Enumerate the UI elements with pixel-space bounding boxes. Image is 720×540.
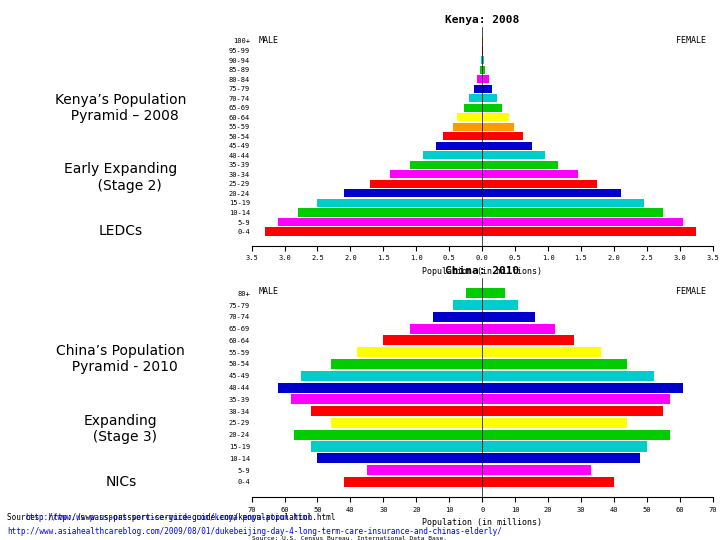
Bar xyxy=(482,180,598,188)
Bar xyxy=(482,382,683,393)
Bar xyxy=(466,288,482,298)
Bar xyxy=(357,347,482,357)
Bar xyxy=(482,371,654,381)
Bar xyxy=(480,65,482,73)
Text: LEDCs: LEDCs xyxy=(99,224,143,238)
Text: Kenya’s Population
  Pyramid – 2008: Kenya’s Population Pyramid – 2008 xyxy=(55,92,186,123)
Bar xyxy=(482,300,518,310)
X-axis label: Population (in millions): Population (in millions) xyxy=(422,267,542,276)
Text: FEMALE: FEMALE xyxy=(676,36,706,45)
Bar xyxy=(482,288,505,298)
Bar xyxy=(482,123,514,131)
Bar xyxy=(482,199,644,207)
Bar xyxy=(482,347,600,357)
Text: Expanding
  (Stage 3): Expanding (Stage 3) xyxy=(84,414,158,444)
Bar xyxy=(433,312,482,322)
Bar xyxy=(482,418,627,428)
Bar xyxy=(318,199,482,207)
Bar xyxy=(482,94,497,102)
Text: Source: U.S. Census Bureau, International Data Base.: Source: U.S. Census Bureau, Internationa… xyxy=(251,536,446,540)
Bar xyxy=(482,406,663,416)
Bar xyxy=(330,418,482,428)
Bar xyxy=(390,170,482,178)
Bar xyxy=(482,442,647,451)
Bar xyxy=(436,141,482,150)
Bar xyxy=(482,151,545,159)
Bar xyxy=(297,208,482,217)
Title: China: 2010: China: 2010 xyxy=(445,266,519,276)
Bar xyxy=(482,453,640,463)
Bar xyxy=(482,227,696,235)
Bar xyxy=(410,161,482,169)
Bar xyxy=(482,359,627,369)
Bar xyxy=(482,65,485,73)
Bar xyxy=(457,113,482,122)
Bar xyxy=(482,312,535,322)
Bar xyxy=(410,323,482,334)
Bar xyxy=(344,477,482,487)
Text: China’s Population
  Pyramid - 2010: China’s Population Pyramid - 2010 xyxy=(56,344,185,374)
Bar xyxy=(311,442,482,451)
Bar xyxy=(294,430,482,440)
Bar xyxy=(278,382,482,393)
Text: http://www.asiahealthcareblog.com/2009/08/01/dukebeijing-day-4-long-term-care-in: http://www.asiahealthcareblog.com/2009/0… xyxy=(7,526,502,536)
Bar xyxy=(311,406,482,416)
Bar xyxy=(367,465,482,475)
Bar xyxy=(482,132,523,140)
Bar xyxy=(474,85,482,93)
Text: FEMALE: FEMALE xyxy=(676,287,706,296)
Bar xyxy=(443,132,482,140)
Bar xyxy=(482,113,508,122)
Bar xyxy=(481,56,482,64)
Bar xyxy=(464,104,482,112)
Bar xyxy=(482,335,575,346)
Bar xyxy=(482,430,670,440)
Text: MALE: MALE xyxy=(258,36,279,45)
Text: http://www.us-passport-service-guide.com/kenya-population.html: http://www.us-passport-service-guide.com… xyxy=(25,513,312,522)
Bar xyxy=(482,323,554,334)
Bar xyxy=(482,56,484,64)
Bar xyxy=(370,180,482,188)
Bar xyxy=(482,161,558,169)
Text: Sources: http://www.us-passport-service-guide.com/kenya-population.html: Sources: http://www.us-passport-service-… xyxy=(7,513,336,522)
Bar xyxy=(482,190,621,198)
Bar xyxy=(482,477,614,487)
Bar xyxy=(482,141,531,150)
Bar xyxy=(453,123,482,131)
Bar xyxy=(318,453,482,463)
Bar xyxy=(482,104,502,112)
Text: MALE: MALE xyxy=(258,287,279,296)
Bar xyxy=(482,170,577,178)
Bar xyxy=(482,75,489,83)
X-axis label: Population (in millions): Population (in millions) xyxy=(422,518,542,527)
Bar xyxy=(278,218,482,226)
Text: Early Expanding
    (Stage 2): Early Expanding (Stage 2) xyxy=(64,163,177,193)
Bar xyxy=(469,94,482,102)
Bar xyxy=(301,371,482,381)
Bar xyxy=(423,151,482,159)
Bar xyxy=(291,394,482,404)
Bar xyxy=(265,227,482,235)
Title: Kenya: 2008: Kenya: 2008 xyxy=(445,15,519,25)
Bar xyxy=(330,359,482,369)
Bar xyxy=(482,465,591,475)
Bar xyxy=(383,335,482,346)
Bar xyxy=(477,75,482,83)
Bar xyxy=(482,394,670,404)
Bar xyxy=(482,218,683,226)
Bar xyxy=(344,190,482,198)
Bar xyxy=(482,208,663,217)
Bar xyxy=(453,300,482,310)
Text: NICs: NICs xyxy=(105,475,136,489)
Bar xyxy=(482,85,492,93)
Text: Source: U.S. Census Bureau, International Data Base.: Source: U.S. Census Bureau, Internationa… xyxy=(251,285,446,290)
